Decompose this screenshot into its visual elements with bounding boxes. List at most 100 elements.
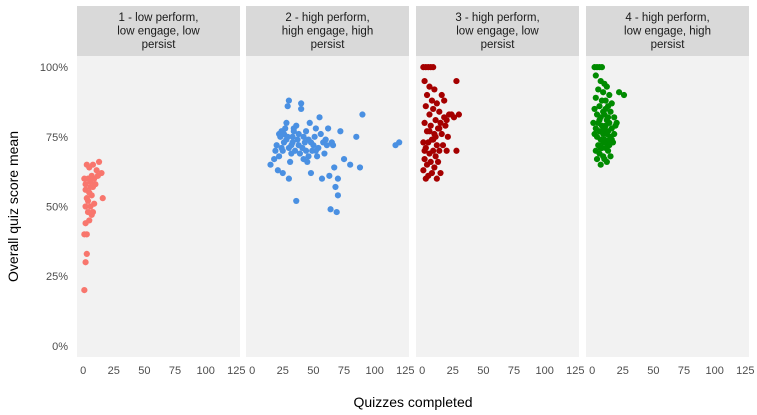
data-point	[87, 183, 94, 191]
data-point	[425, 139, 432, 146]
data-point	[422, 103, 429, 110]
data-point	[289, 133, 296, 140]
data-point	[601, 156, 608, 163]
y-tick-label: 100%	[40, 62, 68, 74]
data-point	[601, 125, 608, 132]
x-tick-label: 25	[277, 365, 289, 377]
data-point	[431, 86, 438, 93]
data-point	[302, 128, 310, 135]
data-point	[327, 206, 334, 213]
y-tick-label: 0%	[52, 341, 68, 353]
data-point	[267, 161, 274, 168]
data-point	[307, 139, 315, 146]
data-point	[91, 200, 98, 207]
panel-background	[246, 56, 409, 357]
panel-background	[416, 56, 579, 357]
data-point	[323, 142, 330, 149]
data-point	[285, 144, 292, 152]
data-point	[329, 142, 337, 149]
data-point	[87, 178, 94, 185]
data-point	[83, 161, 90, 168]
data-point	[436, 108, 443, 115]
data-point	[604, 114, 612, 121]
panel-background	[586, 56, 749, 357]
data-point	[426, 128, 433, 135]
x-tick-label: 0	[419, 365, 425, 377]
data-point	[442, 122, 449, 129]
data-point	[81, 175, 88, 182]
facet-strip	[77, 6, 240, 56]
data-point	[606, 136, 613, 143]
data-point	[82, 203, 89, 210]
data-point	[298, 105, 305, 113]
data-point	[421, 119, 428, 126]
x-tick-label: 50	[477, 365, 489, 377]
data-point	[332, 183, 339, 191]
data-point	[89, 208, 97, 216]
data-point	[290, 128, 297, 135]
data-point	[305, 153, 312, 160]
data-point	[321, 150, 328, 157]
data-point	[99, 195, 106, 202]
data-point	[304, 158, 311, 166]
data-point	[82, 259, 89, 266]
data-point	[603, 83, 610, 90]
data-point	[432, 117, 439, 124]
data-point	[423, 91, 431, 99]
data-point	[607, 153, 614, 160]
x-tick-label: 75	[338, 365, 350, 377]
data-point	[426, 150, 433, 157]
data-point	[611, 130, 618, 138]
data-point	[340, 156, 348, 163]
x-tick-label: 125	[396, 365, 414, 377]
panel-4: 4 - high perform, low engage, high persist…	[586, 6, 755, 377]
data-point	[596, 103, 603, 110]
data-point	[83, 250, 90, 257]
data-point	[591, 105, 598, 113]
data-point	[602, 97, 609, 104]
data-point	[602, 105, 609, 113]
x-tick-label: 50	[307, 365, 319, 377]
data-point	[615, 89, 623, 96]
data-point	[334, 192, 342, 199]
data-point	[82, 181, 89, 188]
x-tick-label: 100	[536, 365, 554, 377]
data-point	[274, 167, 281, 174]
data-point	[316, 114, 323, 121]
data-point	[353, 133, 360, 140]
data-point	[592, 72, 599, 79]
data-point	[433, 175, 440, 182]
y-axis-title: Overall quiz score mean	[5, 131, 21, 282]
data-point	[275, 130, 283, 138]
data-point	[356, 164, 364, 171]
y-tick-label: 25%	[46, 271, 68, 283]
data-point	[285, 97, 292, 104]
data-point	[430, 105, 437, 113]
data-point	[273, 142, 280, 149]
data-point	[295, 142, 302, 149]
data-point	[436, 147, 443, 154]
data-point	[278, 144, 285, 152]
data-point	[287, 158, 294, 166]
data-point	[95, 158, 103, 166]
data-point	[438, 91, 445, 99]
data-point	[293, 122, 300, 129]
data-point	[275, 153, 283, 160]
data-point	[295, 130, 302, 138]
y-tick-label: 75%	[46, 132, 68, 144]
data-point	[347, 161, 354, 168]
data-point	[83, 231, 90, 238]
data-point	[443, 147, 450, 154]
data-point	[439, 142, 447, 149]
data-point	[420, 139, 427, 146]
data-point	[455, 111, 462, 118]
x-axis-title: Quizzes completed	[353, 394, 472, 410]
x-tick-label: 0	[249, 365, 255, 377]
x-tick-label: 125	[227, 365, 245, 377]
data-point	[595, 86, 602, 93]
data-point	[422, 175, 429, 182]
data-point	[98, 169, 105, 177]
data-point	[81, 287, 88, 294]
panels-layer: 1 - low perform, low engage, low persist 0 2…	[77, 6, 755, 377]
